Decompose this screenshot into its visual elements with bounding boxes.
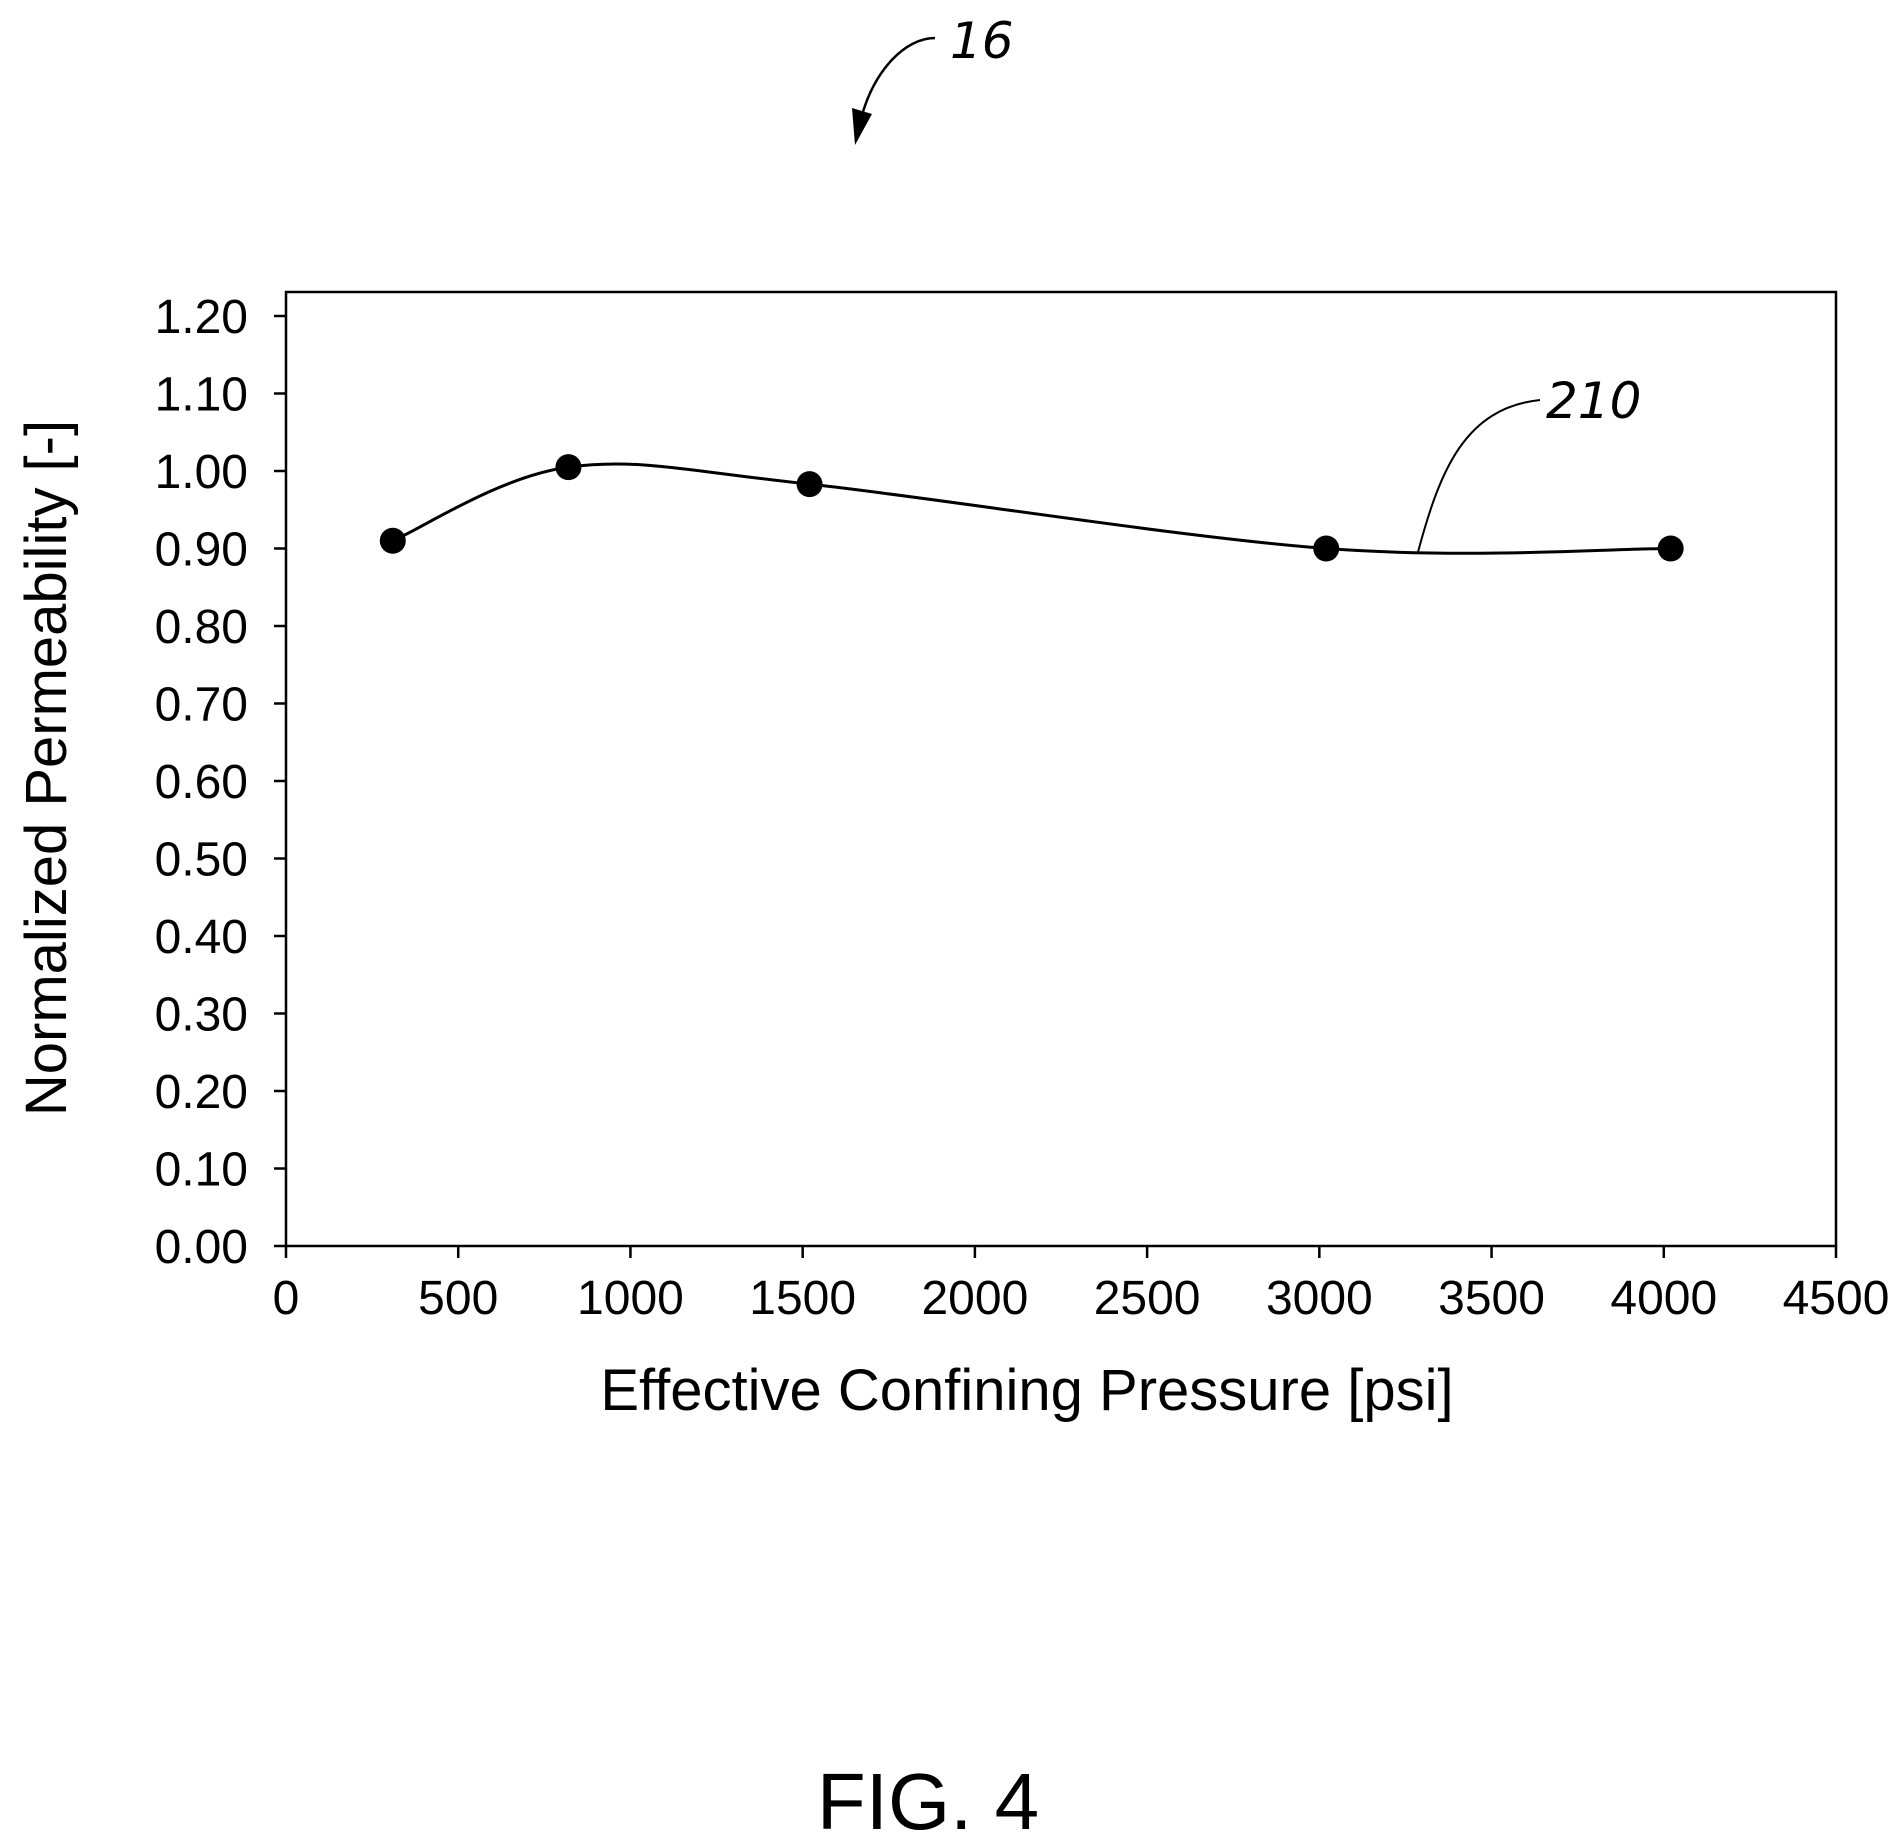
series-reference-leader-line [1417, 399, 1541, 553]
y-axis: 0.00 0.10 0.20 0.30 0.40 0.50 0.60 0.70 0.80 0.90… [155, 291, 286, 1274]
y-tick-label: 0.50 [155, 834, 248, 887]
figure-ref-arrowhead [852, 108, 872, 145]
series-layer [379, 454, 1684, 562]
y-tick-label: 0.90 [155, 524, 248, 577]
x-tick-label: 0 [273, 1272, 300, 1325]
x-tick-label: 1000 [577, 1272, 684, 1325]
x-tick-label: 4000 [1610, 1272, 1717, 1325]
x-axis: 0 500 1000 1500 2000 2500 3000 3500 4000 4500 [273, 1246, 1890, 1325]
x-tick-label: 3500 [1438, 1272, 1545, 1325]
x-tick-label: 2500 [1094, 1272, 1201, 1325]
x-tick-label: 3000 [1266, 1272, 1373, 1325]
data-point [1313, 535, 1340, 562]
data-point [555, 454, 582, 481]
y-tick-label: 0.60 [155, 756, 248, 809]
data-point [796, 471, 823, 498]
figure-ref-arrow-line [860, 36, 936, 116]
y-tick-label: 0.70 [155, 679, 248, 732]
series-reference: 210 [1417, 372, 1641, 553]
figure-reference: 16 [852, 12, 1014, 145]
x-tick-label: 2000 [921, 1272, 1028, 1325]
data-point [379, 527, 406, 554]
y-tick-label: 0.00 [155, 1221, 248, 1274]
data-point [1657, 535, 1684, 562]
x-axis-title: Effective Confining Pressure [psi] [600, 1358, 1453, 1423]
series-reference-label: 210 [1546, 372, 1641, 430]
x-tick-label: 4500 [1783, 1272, 1890, 1325]
series-line [392, 462, 1671, 555]
y-tick-label: 0.10 [155, 1144, 248, 1197]
figure-ref-numeral: 16 [950, 12, 1014, 70]
y-tick-label: 0.80 [155, 601, 248, 654]
y-tick-label: 0.40 [155, 911, 248, 964]
y-tick-label: 1.00 [155, 446, 248, 499]
y-tick-label: 1.20 [155, 291, 248, 344]
y-tick-label: 0.30 [155, 989, 248, 1042]
figure-caption: FIG. 4 [817, 1757, 1039, 1843]
x-tick-label: 1500 [749, 1272, 856, 1325]
x-tick-label: 500 [418, 1272, 498, 1325]
y-tick-label: 0.20 [155, 1066, 248, 1119]
y-tick-label: 1.10 [155, 369, 248, 422]
plot-area-frame [284, 290, 1838, 1248]
y-axis-title: Normalized Permeability [-] [14, 420, 79, 1116]
